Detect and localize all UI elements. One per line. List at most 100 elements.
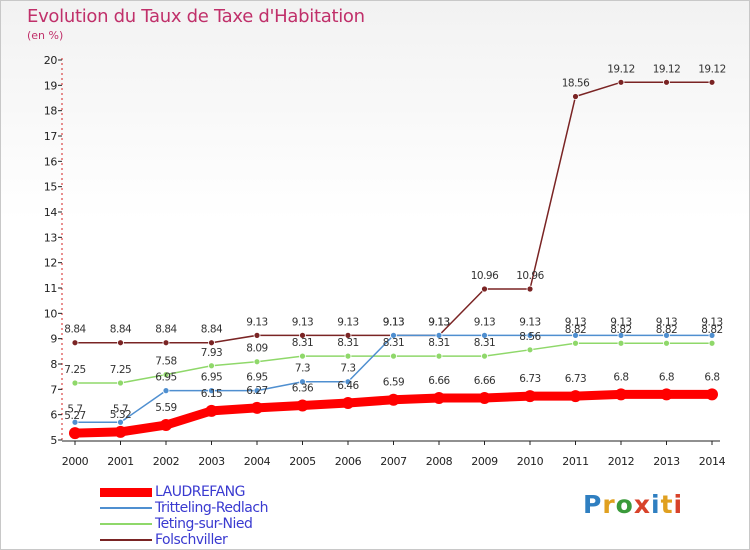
data-point-teting-sur-nied (526, 346, 534, 354)
data-label-teting-sur-nied: 8.82 (610, 324, 631, 336)
data-point-teting-sur-nied (299, 352, 306, 360)
y-tick-label: 7 (50, 383, 57, 396)
data-label-tritteling-redlach: 9.13 (656, 316, 677, 328)
data-label-tritteling-redlach: 9.13 (383, 316, 404, 328)
data-point-folschviller (663, 78, 670, 86)
data-point-laudrefang (524, 390, 536, 403)
data-point-folschviller (253, 331, 261, 339)
data-point-folschviller (617, 78, 625, 86)
data-point-tritteling-redlach (117, 418, 124, 426)
x-tick-label: 2009 (471, 455, 498, 468)
y-tick-label: 10 (44, 307, 58, 320)
y-tick-label: 18 (44, 105, 58, 118)
x-tick-label: 2005 (289, 455, 316, 468)
data-point-tritteling-redlach (526, 331, 534, 339)
data-label-teting-sur-nied: 8.31 (292, 337, 313, 349)
y-tick-label: 12 (44, 257, 57, 270)
data-label-teting-sur-nied: 8.82 (656, 324, 677, 336)
y-tick-label: 15 (44, 181, 58, 194)
data-label-tritteling-redlach: 9.13 (701, 316, 722, 328)
data-label-laudrefang: 6.27 (246, 385, 267, 397)
y-tick-label: 20 (44, 54, 58, 67)
data-label-folschviller: 19.12 (607, 63, 635, 75)
data-point-laudrefang (160, 419, 172, 432)
data-label-tritteling-redlach: 9.13 (610, 316, 631, 328)
data-point-laudrefang (296, 399, 309, 412)
data-label-tritteling-redlach: 6.95 (155, 372, 176, 384)
data-label-tritteling-redlach: 7.3 (295, 363, 310, 375)
data-label-teting-sur-nied: 7.93 (201, 347, 222, 359)
data-label-folschviller: 8.84 (110, 324, 132, 336)
legend-swatch (100, 539, 152, 541)
data-label-teting-sur-nied: 7.25 (64, 364, 85, 376)
proxiti-logo: Proxiti (583, 490, 684, 519)
x-tick-label: 2011 (562, 455, 588, 468)
data-point-folschviller (299, 331, 306, 339)
y-tick-label: 9 (50, 333, 57, 346)
data-point-teting-sur-nied (208, 362, 215, 370)
data-label-tritteling-redlach: 6.95 (246, 372, 267, 384)
x-tick-label: 2007 (380, 455, 407, 468)
data-label-tritteling-redlach: 9.13 (565, 316, 586, 328)
data-point-folschviller (708, 78, 716, 86)
legend-label: Folschviller (155, 532, 228, 548)
data-label-laudrefang: 6.8 (659, 371, 674, 383)
chart-title: Evolution du Taux de Taxe d'Habitation (27, 6, 365, 27)
x-tick-label: 2001 (107, 455, 133, 468)
data-point-teting-sur-nied (572, 339, 579, 347)
data-label-tritteling-redlach: 5.7 (67, 403, 82, 415)
data-label-folschviller: 10.96 (516, 270, 544, 282)
legend-label: Teting-sur-Nied (155, 516, 253, 532)
data-point-tritteling-redlach (708, 331, 716, 339)
series-line-folschviller (74, 81, 713, 344)
data-label-teting-sur-nied: 7.58 (155, 356, 176, 368)
data-label-laudrefang: 5.59 (155, 402, 176, 414)
data-point-teting-sur-nied (708, 339, 716, 347)
data-point-tritteling-redlach (253, 387, 261, 395)
data-point-tritteling-redlach (481, 331, 488, 339)
legend-swatch (100, 507, 152, 509)
y-tick-label: 14 (44, 206, 58, 219)
data-point-folschviller (117, 339, 124, 347)
data-point-laudrefang (569, 390, 582, 403)
data-label-folschviller: 9.13 (292, 316, 313, 328)
data-label-laudrefang: 6.15 (201, 388, 222, 400)
data-label-laudrefang: 6.66 (428, 375, 450, 387)
data-label-folschviller: 10.96 (471, 270, 499, 282)
data-point-teting-sur-nied (117, 379, 124, 387)
data-label-laudrefang: 6.59 (383, 377, 404, 389)
chart-subtitle: (en %) (27, 29, 64, 42)
data-label-tritteling-redlach: 9.13 (474, 316, 495, 328)
data-point-folschviller (526, 285, 534, 293)
data-point-tritteling-redlach (299, 378, 306, 386)
x-tick-label: 2008 (426, 455, 453, 468)
x-tick-label: 2013 (653, 455, 680, 468)
data-point-folschviller (344, 331, 352, 339)
data-point-laudrefang (615, 388, 627, 401)
x-tick-label: 2004 (244, 455, 271, 468)
data-label-teting-sur-nied: 8.31 (383, 337, 404, 349)
legend-label: LAUDREFANG (155, 484, 245, 500)
data-label-folschviller: 19.12 (698, 63, 726, 75)
y-tick-label: 5 (50, 434, 57, 447)
data-point-teting-sur-nied (344, 352, 352, 360)
data-label-folschviller: 9.13 (383, 316, 404, 328)
data-label-folschviller: 9.13 (428, 316, 449, 328)
x-tick-label: 2010 (517, 455, 544, 468)
data-label-laudrefang: 5.27 (64, 410, 85, 422)
data-point-laudrefang (342, 397, 354, 410)
data-label-teting-sur-nied: 8.82 (565, 324, 586, 336)
data-label-tritteling-redlach: 6.95 (201, 372, 222, 384)
data-label-teting-sur-nied: 8.82 (701, 324, 722, 336)
x-tick-label: 2006 (335, 455, 362, 468)
data-point-laudrefang (706, 388, 718, 401)
data-point-teting-sur-nied (617, 339, 625, 347)
data-point-folschviller (481, 285, 488, 293)
data-label-teting-sur-nied: 8.09 (246, 343, 267, 355)
legend-swatch (100, 523, 152, 525)
data-point-teting-sur-nied (162, 371, 170, 379)
data-label-laudrefang: 6.36 (292, 383, 314, 395)
data-point-folschviller (162, 339, 170, 347)
